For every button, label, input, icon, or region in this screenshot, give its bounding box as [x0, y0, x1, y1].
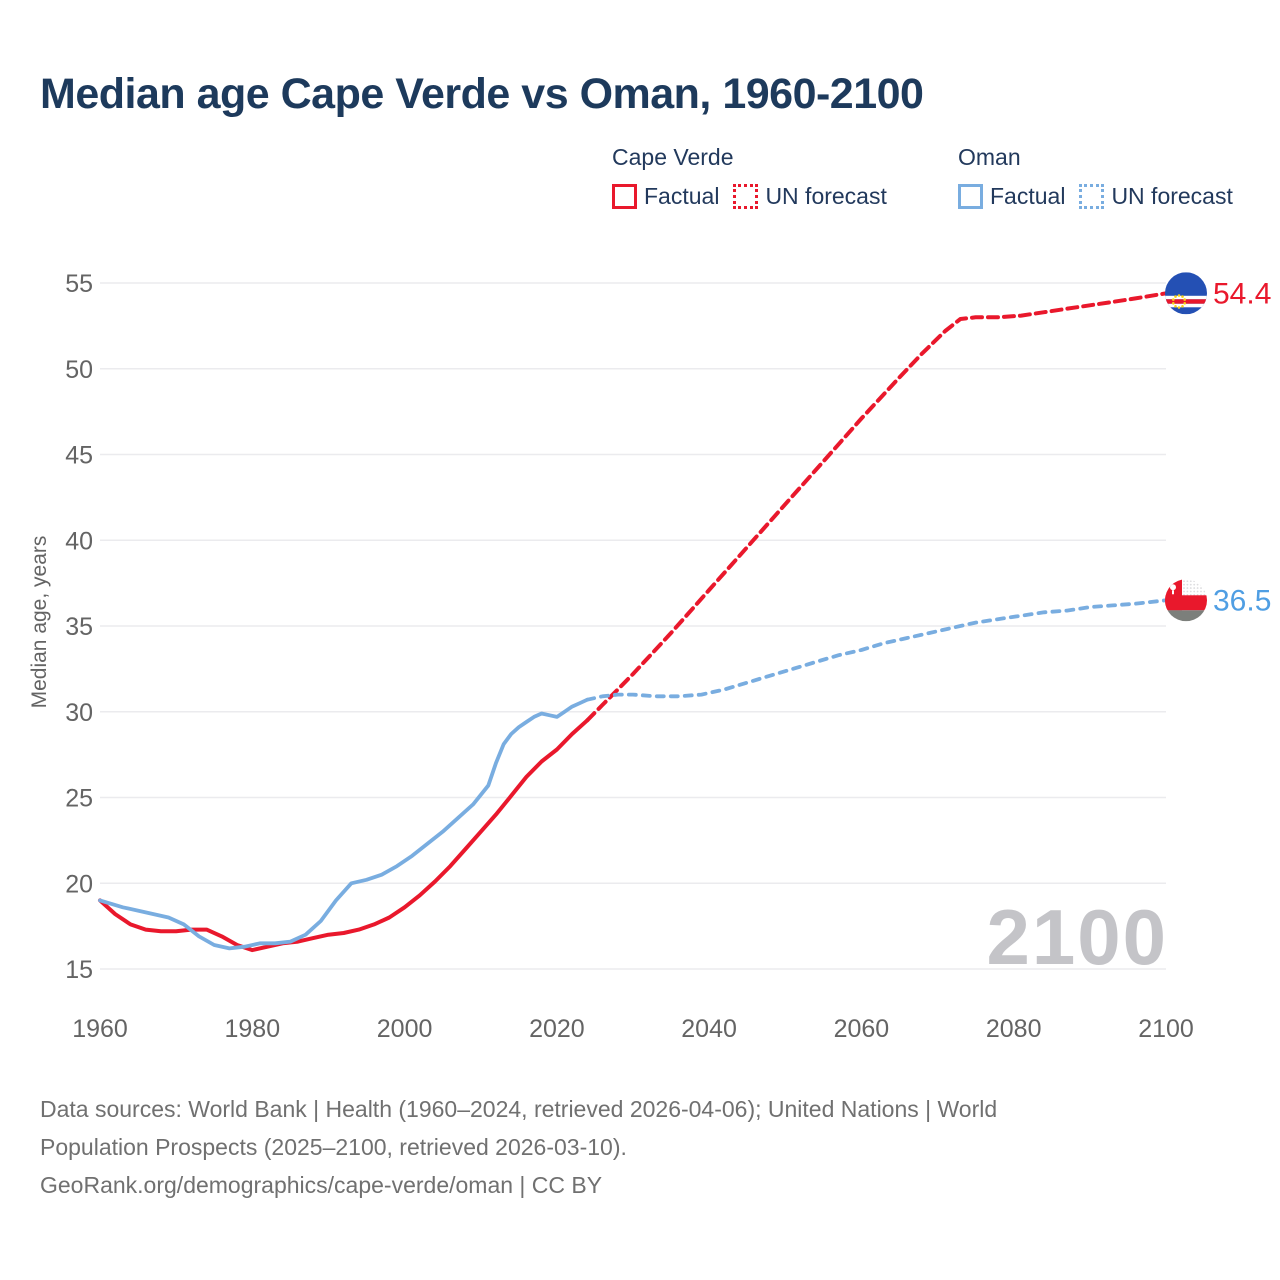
legend-item-label: UN forecast	[1111, 183, 1233, 209]
y-tick-label: 40	[65, 527, 93, 555]
legend-group-cape-verde: Cape Verde Factual UN forecast	[612, 144, 887, 210]
legend-group-title: Oman	[958, 144, 1021, 170]
x-tick-label: 2000	[377, 1015, 433, 1043]
footer-line: Population Prospects (2025–2100, retriev…	[40, 1134, 627, 1160]
y-tick-label: 35	[65, 613, 93, 641]
y-tick-label: 30	[65, 699, 93, 727]
x-tick-label: 1960	[72, 1015, 128, 1043]
series-line-cape-verde-forecast	[585, 291, 1168, 723]
x-tick-label: 2080	[986, 1015, 1042, 1043]
legend-row: Factual UN forecast	[958, 183, 1233, 210]
y-tick-label: 25	[65, 785, 93, 813]
end-value-label-oman: 36.5	[1213, 584, 1271, 617]
y-tick-label: 55	[65, 270, 93, 298]
watermark-year: 2100	[986, 893, 1168, 981]
oman-flag-icon	[1165, 579, 1207, 622]
end-value-label-cape-verde: 54.4	[1213, 277, 1271, 310]
x-tick-label: 2020	[529, 1015, 585, 1043]
legend-swatch-solid-blue-icon[interactable]	[958, 184, 983, 209]
legend-swatch-solid-red-icon[interactable]	[612, 184, 637, 209]
legend-group-oman: Oman Factual UN forecast	[958, 144, 1233, 210]
legend-item-label: Factual	[644, 183, 720, 209]
legend-item-cape-verde-forecast[interactable]: UN forecast	[733, 183, 887, 210]
legend-swatch-dotted-red-icon[interactable]	[733, 184, 759, 209]
series-line-oman-forecast	[585, 598, 1168, 702]
legend-item-label: Factual	[990, 183, 1066, 209]
series-line-cape-verde-factual	[98, 718, 590, 953]
legend-item-cape-verde-factual[interactable]: Factual	[612, 183, 719, 210]
cape-verde-flag-icon	[1165, 272, 1207, 315]
legend-group-title: Cape Verde	[612, 144, 734, 170]
footer-line: Data sources: World Bank | Health (1960–…	[40, 1096, 998, 1122]
y-tick-label: 15	[65, 956, 93, 984]
legend-swatch-dotted-blue-icon[interactable]	[1079, 184, 1105, 209]
legend-item-label: UN forecast	[765, 183, 887, 209]
x-tick-label: 2060	[834, 1015, 890, 1043]
y-tick-label: 50	[65, 356, 93, 384]
y-axis-label: Median age, years	[28, 536, 51, 709]
x-tick-label: 1980	[224, 1015, 280, 1043]
legend-item-oman-factual[interactable]: Factual	[958, 183, 1065, 210]
x-tick-label: 2100	[1138, 1015, 1194, 1043]
y-tick-label: 45	[65, 442, 93, 470]
series-line-oman-factual	[98, 697, 590, 951]
data-sources-footer: Data sources: World Bank | Health (1960–…	[40, 1090, 1200, 1204]
footer-url: GeoRank.org/demographics/cape-verde/oman…	[40, 1172, 603, 1198]
x-tick-label: 2040	[681, 1015, 737, 1043]
legend-item-oman-forecast[interactable]: UN forecast	[1079, 183, 1233, 210]
legend-row: Factual UN forecast	[612, 183, 887, 210]
y-tick-label: 20	[65, 870, 93, 898]
page-title: Median age Cape Verde vs Oman, 1960-2100	[40, 70, 924, 118]
